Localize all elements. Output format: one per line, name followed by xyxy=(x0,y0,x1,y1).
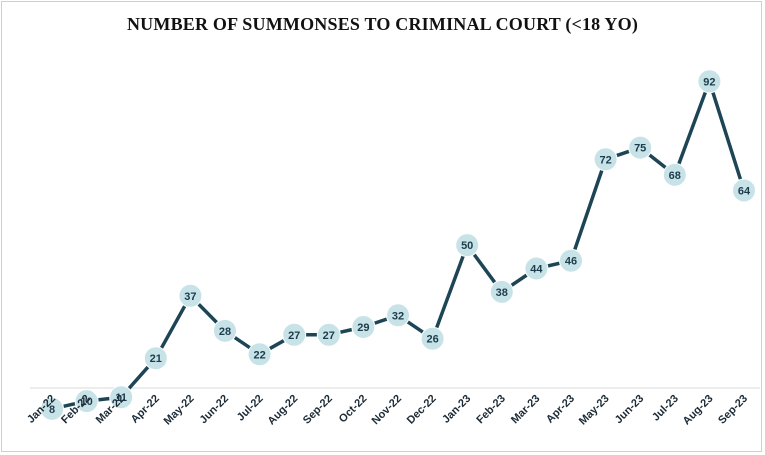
data-label: 27 xyxy=(288,330,300,342)
x-tick-label: May-23 xyxy=(577,393,612,428)
data-point xyxy=(489,279,514,304)
data-label: 8 xyxy=(49,404,55,416)
x-tick-label: Nov-22 xyxy=(370,393,404,427)
data-label: 38 xyxy=(496,287,508,299)
data-label: 72 xyxy=(599,154,611,166)
data-label: 92 xyxy=(703,76,715,88)
data-label: 11 xyxy=(115,392,127,404)
data-point xyxy=(559,248,583,273)
chart-title: NUMBER OF SUMMONSES TO CRIMINAL COURT (<… xyxy=(126,14,639,34)
x-tick-label: Oct-22 xyxy=(337,393,370,426)
data-point xyxy=(628,135,653,160)
data-label: 27 xyxy=(323,330,335,342)
x-tick-label: Aug-22 xyxy=(265,393,300,428)
data-label: 26 xyxy=(426,334,438,346)
x-tick-label: Jun-23 xyxy=(613,393,647,427)
data-label: 75 xyxy=(634,143,646,155)
data-label: 50 xyxy=(461,240,473,252)
data-point xyxy=(74,389,99,414)
x-tick-label: May-22 xyxy=(162,393,197,428)
data-point xyxy=(109,385,134,410)
data-label: 32 xyxy=(392,310,404,322)
x-tick-label: Sep-23 xyxy=(716,393,750,427)
x-tick-label: Dec-22 xyxy=(405,393,439,427)
data-label: 29 xyxy=(357,322,369,334)
data-label: 44 xyxy=(530,264,543,276)
x-tick-label: Sep-22 xyxy=(301,393,335,427)
data-point xyxy=(351,315,376,339)
x-tick-label: Apr-23 xyxy=(544,393,577,426)
x-tick-label: Feb-23 xyxy=(474,393,508,427)
data-point xyxy=(455,233,480,258)
data-label: 46 xyxy=(565,256,577,268)
data-point xyxy=(420,326,445,351)
x-tick-label: Mar-23 xyxy=(509,393,543,427)
data-point xyxy=(662,162,687,187)
data-point xyxy=(213,318,237,343)
data-point xyxy=(524,256,549,281)
data-label: 68 xyxy=(669,170,681,182)
data-label: 64 xyxy=(738,186,751,198)
x-tick-label: Jul-23 xyxy=(650,393,681,424)
data-point xyxy=(593,147,618,172)
data-point xyxy=(282,322,307,347)
data-label: 21 xyxy=(150,353,162,365)
x-tick-label: Jun-22 xyxy=(198,393,232,427)
data-label: 37 xyxy=(184,291,196,303)
data-point xyxy=(247,342,272,367)
data-point xyxy=(732,178,756,203)
data-point xyxy=(40,396,64,421)
data-label: 10 xyxy=(80,396,92,408)
data-point xyxy=(316,322,341,347)
x-tick-label: Aug-23 xyxy=(681,393,716,428)
x-tick-label: Jul-22 xyxy=(235,393,266,424)
data-label: 22 xyxy=(253,349,265,361)
x-tick-label: Jan-23 xyxy=(440,393,473,426)
x-tick-label: Apr-22 xyxy=(129,393,162,426)
data-point xyxy=(386,303,410,328)
data-point xyxy=(697,69,722,94)
data-point xyxy=(178,283,203,308)
data-point xyxy=(143,346,168,371)
data-label: 28 xyxy=(219,326,231,338)
